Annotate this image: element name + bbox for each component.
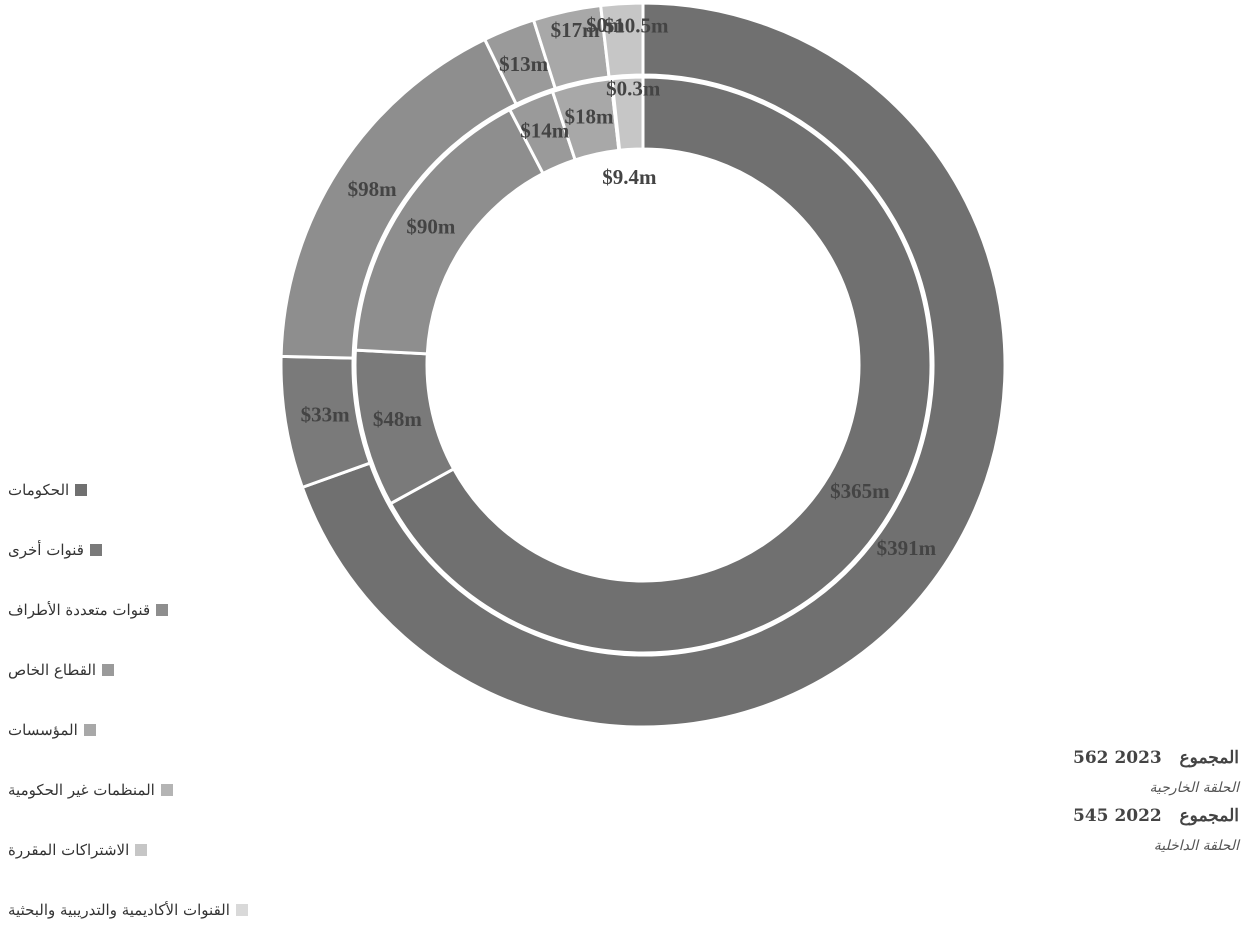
inner-slice-0 — [388, 75, 933, 655]
legend-swatch — [156, 604, 169, 616]
legend-item: الاشتراكات المقررة — [8, 838, 268, 862]
outer-label-0: $391m — [877, 536, 937, 560]
legend-swatch — [235, 904, 248, 916]
legend-swatch — [160, 784, 173, 796]
outer-ring-caption: الحلقة الخارجية — [1149, 780, 1239, 796]
outer-ring-2023 — [279, 1, 1007, 729]
total-2022-label: المجموع — [1179, 806, 1239, 826]
inner-ring-2022 — [353, 75, 933, 655]
legend-label: الحكومات — [8, 481, 70, 499]
total-2022-value: 545 — [1073, 806, 1109, 826]
legend-swatch — [75, 484, 88, 496]
legend-item: القطاع الخاص — [8, 658, 268, 682]
legend-label: المؤسسات — [8, 721, 78, 739]
legend-swatch — [83, 724, 96, 736]
legend-item: المؤسسات — [8, 718, 268, 742]
inner-ring-caption: الحلقة الداخلية — [1153, 838, 1239, 854]
inner-label-0: $365m — [830, 479, 890, 503]
outer-label-2: $98m — [348, 177, 398, 201]
inner-label-3: $14m — [520, 119, 570, 143]
total-2022-year: 2022 — [1114, 806, 1162, 826]
legend-item: قنوات متعددة الأطراف — [8, 598, 268, 622]
inner-label-2: $90m — [406, 215, 456, 239]
outer-slice-6 — [598, 1, 645, 79]
outer-label-1: $33m — [301, 402, 351, 426]
legend-item: الحكومات — [8, 478, 268, 502]
outer-label-3: $13m — [499, 52, 549, 76]
total-2023-value: 562 — [1073, 748, 1109, 768]
total-2023-label: المجموع — [1179, 748, 1239, 768]
inner-label-1: $48m — [373, 407, 423, 431]
segment-labels: $391m $33m $98m $13m$17m$0m$10.5m $365m $48m $… — [301, 13, 937, 560]
inner-slice-6 — [610, 75, 645, 152]
legend-swatch — [135, 844, 148, 856]
total-2022: 545 المجموع 2022 — [1073, 806, 1239, 826]
legend-item: قنوات أخرى — [8, 538, 268, 562]
legend-label: القنوات الأكاديمية والتدريبية والبحثية — [8, 901, 230, 919]
legend-label: قنوات متعددة الأطراف — [8, 601, 151, 619]
outer-label-4: $17m — [551, 18, 601, 42]
legend-label: الاشتراكات المقررة — [8, 841, 130, 859]
legend-swatch — [89, 544, 102, 556]
legend-label: القطاع الخاص — [8, 661, 97, 679]
total-2023-year: 2023 — [1114, 748, 1162, 768]
inner-label-4: $18m — [565, 105, 615, 129]
inner-label-5: $0.3m — [606, 76, 661, 100]
outer-label-5: $0m — [586, 13, 625, 37]
legend-label: المنظمات غير الحكومية — [8, 781, 155, 799]
inner-label-6: $9.4m — [602, 165, 657, 189]
legend-swatch — [102, 664, 115, 676]
outer-slice-0 — [300, 1, 1007, 729]
total-2023: 562 المجموع 2023 — [1073, 748, 1239, 768]
legend-item: القنوات الأكاديمية والتدريبية والبحثية — [8, 898, 268, 922]
outer-label-6: $10.5m — [604, 13, 669, 37]
legend-item: المنظمات غير الحكومية — [8, 778, 268, 802]
legend-label: قنوات أخرى — [8, 541, 84, 559]
